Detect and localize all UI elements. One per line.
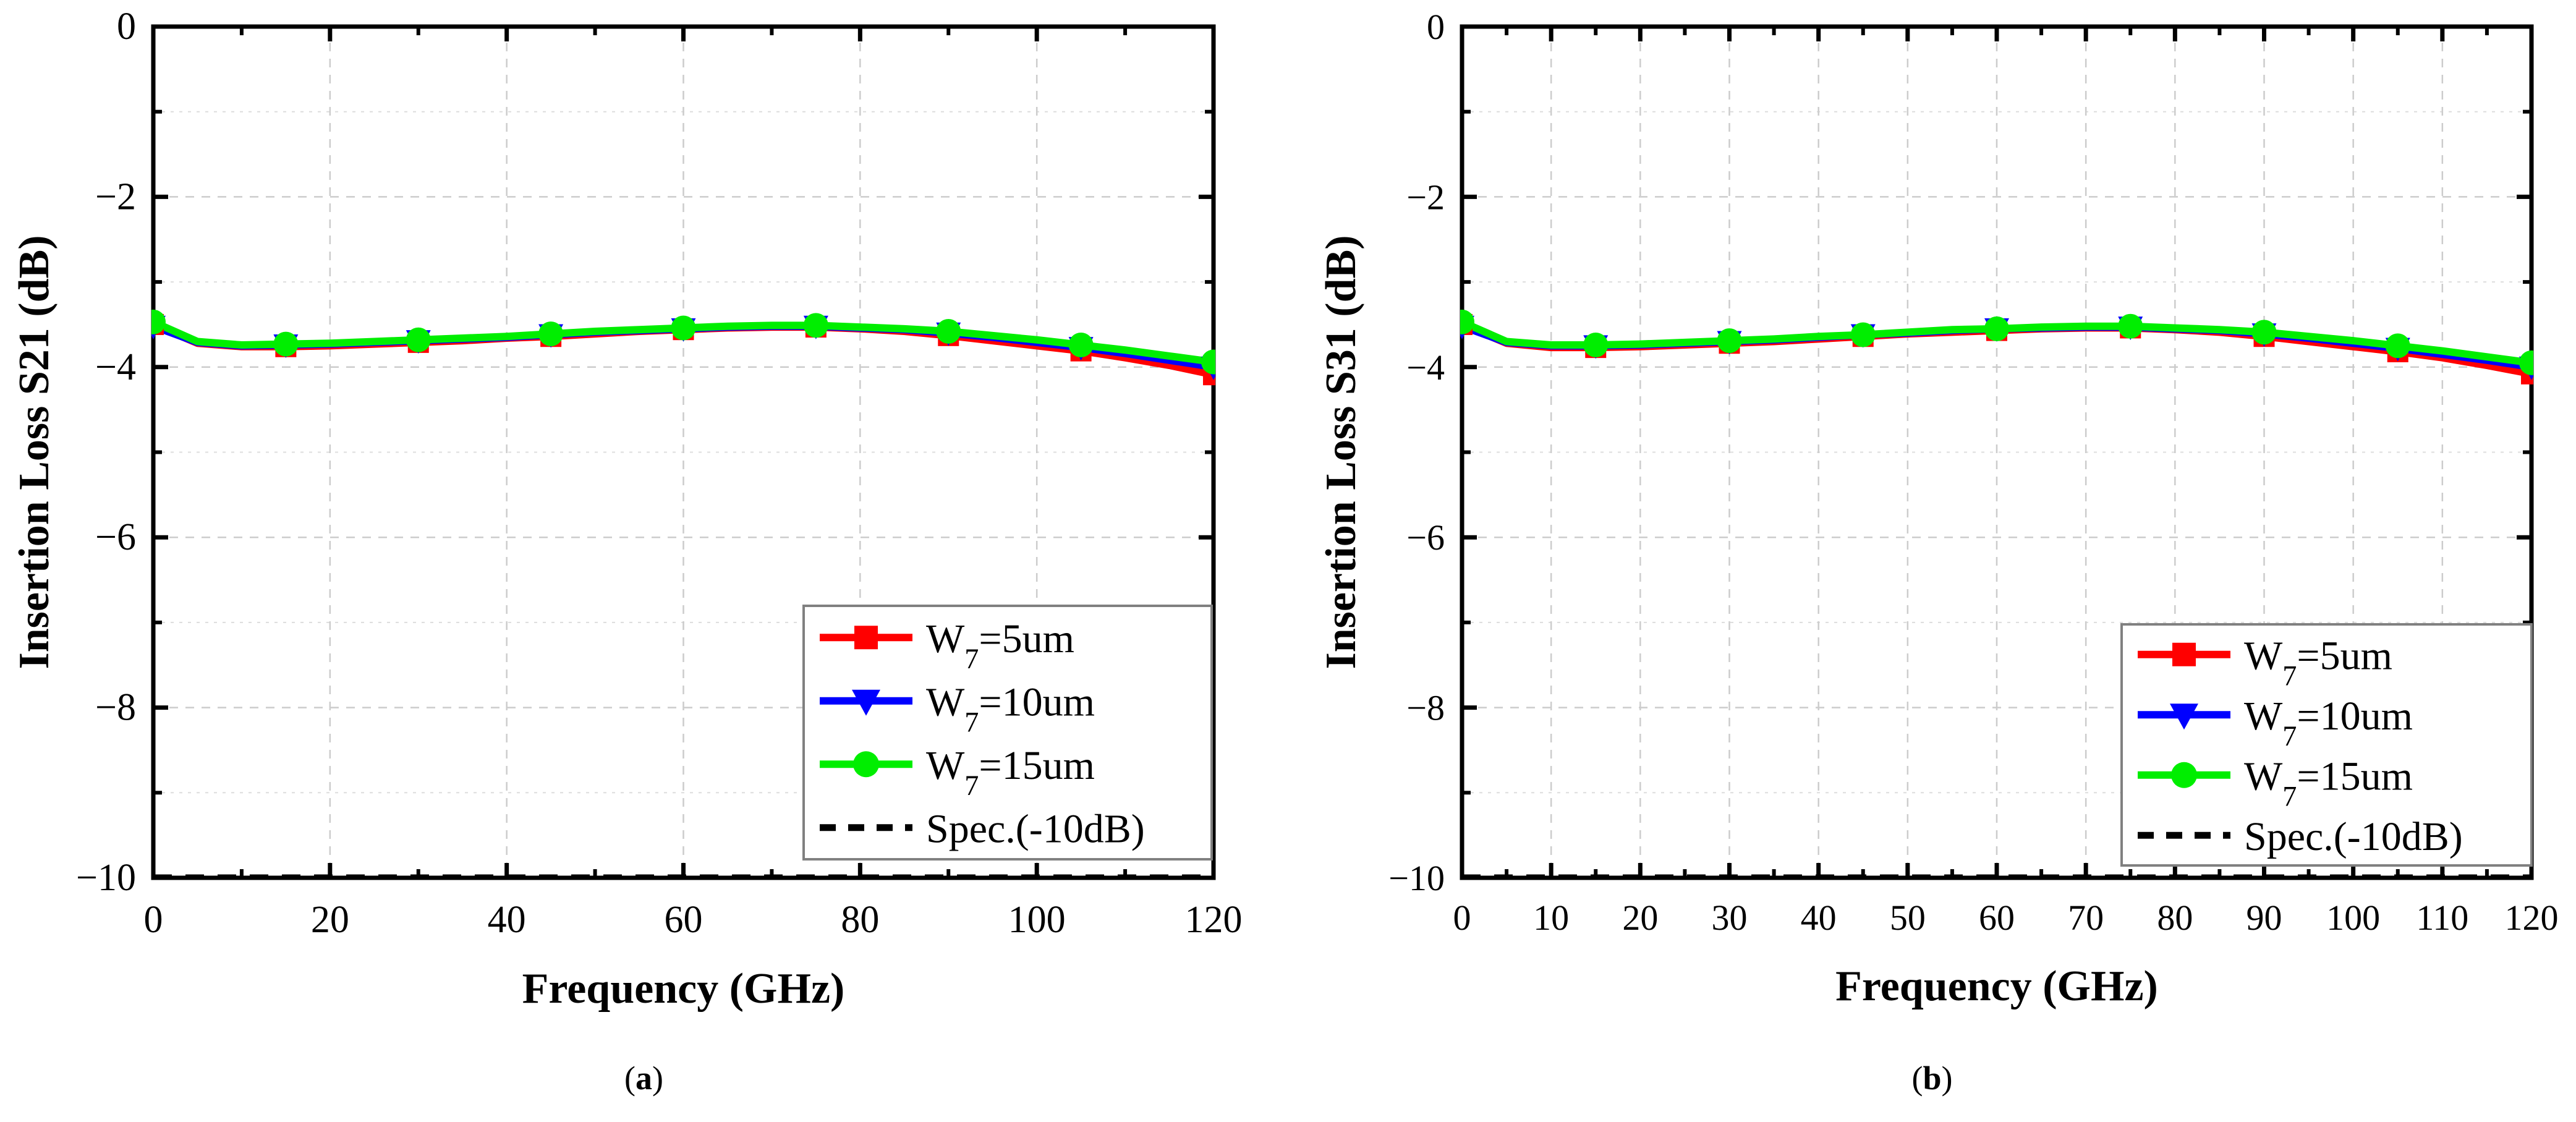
legend-marker-circle <box>853 751 879 778</box>
legend-item[interactable] <box>2138 642 2230 666</box>
marker-circle <box>671 315 696 341</box>
y-tick-label: 0 <box>117 6 136 48</box>
x-axis-title: Frequency (GHz) <box>1835 963 2158 1010</box>
legend-marker-square <box>2172 642 2196 666</box>
data-series-group <box>151 309 1215 880</box>
x-tick-label: 70 <box>2068 898 2104 938</box>
y-tick-label: −10 <box>1388 858 1445 898</box>
x-axis-title: Frequency (GHz) <box>522 965 845 1013</box>
legend-label: W7=15um <box>2244 754 2413 812</box>
x-tick-label: 120 <box>1185 899 1243 941</box>
legend-marker-triangle <box>2170 703 2198 730</box>
x-tick-label: 40 <box>1801 898 1837 938</box>
x-tick-label: 10 <box>1533 898 1569 938</box>
y-axis-title: Insertion Loss S21 (dB) <box>11 235 58 669</box>
legend-item[interactable] <box>820 751 912 778</box>
x-tick-label: 60 <box>1979 898 2015 938</box>
panel-b-caption-letter: b <box>1923 1060 1942 1097</box>
panel-a-caption: (a) <box>624 1060 663 1097</box>
legend-item[interactable] <box>2138 703 2230 730</box>
series-markers-2 <box>1460 309 2533 375</box>
legend-label: W7=5um <box>926 616 1074 674</box>
axis-titles: Frequency (GHz) Insertion Loss S21 (dB) <box>11 235 844 1013</box>
marker-circle <box>1583 332 1609 357</box>
marker-circle <box>2385 333 2410 359</box>
y-tick-label: −2 <box>95 176 136 218</box>
legend-label: Spec.(-10dB) <box>2244 814 2463 859</box>
marker-circle <box>273 331 299 357</box>
legend-label: W7=10um <box>2244 694 2413 752</box>
data-series-group <box>1460 309 2533 880</box>
x-tick-label: 100 <box>2326 898 2380 938</box>
legend-label: W7=10um <box>926 680 1095 738</box>
legend-item[interactable] <box>820 626 912 650</box>
x-tick-label: 0 <box>144 899 163 941</box>
y-tick-label: −8 <box>95 687 136 729</box>
marker-circle <box>803 313 828 338</box>
legend-label: W7=5um <box>2244 634 2392 692</box>
y-tick-label: −10 <box>76 857 136 899</box>
x-tick-label: 120 <box>2505 898 2559 938</box>
marker-circle <box>1717 328 1742 354</box>
marker-circle <box>406 327 431 352</box>
chart-panel-a: 0 −2 −4 −6 −8 −10 0 20 40 60 80 100 120 Frequency (GH… <box>11 6 1243 1097</box>
legend-item[interactable] <box>2138 762 2230 788</box>
y-tick-label: −4 <box>95 346 136 388</box>
marker-circle <box>538 321 564 347</box>
marker-circle <box>2251 320 2277 345</box>
marker-circle <box>936 318 961 344</box>
tick-labels: 0−2−4−6−8−100 20 40 60 80 100 120 <box>76 6 1242 941</box>
y-tick-label: −6 <box>1406 517 1445 558</box>
marker-circle <box>1850 322 1876 347</box>
legend-marker-square <box>854 626 878 650</box>
x-tick-label: 0 <box>1453 898 1471 938</box>
axis-ticks <box>1460 24 2534 880</box>
legend-item[interactable] <box>820 689 912 716</box>
x-tick-label: 100 <box>1008 899 1066 941</box>
marker-circle <box>1068 332 1094 357</box>
marker-circle <box>1984 316 2009 341</box>
x-tick-label: 80 <box>841 899 879 941</box>
legend-label: Spec.(-10dB) <box>926 807 1145 852</box>
y-tick-label: −8 <box>1406 688 1445 728</box>
y-tick-label: −4 <box>1406 347 1445 388</box>
panel-a-caption-letter: a <box>635 1060 652 1097</box>
y-tick-label: −6 <box>95 516 136 558</box>
x-tick-label: 80 <box>2157 898 2193 938</box>
x-tick-label: 20 <box>1622 898 1658 938</box>
legend-marker-triangle <box>852 689 880 716</box>
x-tick-label: 60 <box>665 899 703 941</box>
y-tick-label: 0 <box>1427 7 1445 47</box>
tick-labels: 0−2−4−6−8−100 10 20 30 40 50 60 70 80 90 100 110 120 <box>1388 7 2558 938</box>
marker-circle <box>2118 313 2143 339</box>
x-tick-label: 50 <box>1890 898 1926 938</box>
insertion-loss-s31-chart: 0−2−4−6−8−100 10 20 30 40 50 60 70 80 90 100 110 120… <box>1317 7 2559 1010</box>
x-tick-label: 20 <box>311 899 349 941</box>
marker-circle <box>2519 350 2533 375</box>
x-tick-label: 110 <box>2416 898 2468 938</box>
panel-b-caption: (b) <box>1911 1060 1953 1097</box>
series-markers-2 <box>151 309 1215 375</box>
marker-circle <box>1201 349 1215 375</box>
chart-panel-b: 0 −2 −4 −6 −8 −10 0 10 20 30 40 50 60 70 80 90 100 110 120… <box>1288 0 2576 1122</box>
y-tick-label: −2 <box>1406 177 1445 217</box>
x-tick-label: 90 <box>2247 898 2282 938</box>
marker-circle <box>151 309 166 334</box>
y-axis-title: Insertion Loss S31 (dB) <box>1317 235 1365 669</box>
x-tick-label: 40 <box>488 899 526 941</box>
axis-titles: Frequency (GHz) Insertion Loss S31 (dB) <box>1317 235 2158 1010</box>
legend-label: W7=15um <box>926 743 1095 801</box>
x-tick-label: 30 <box>1712 898 1748 938</box>
marker-circle <box>1460 309 1474 334</box>
legend-marker-circle <box>2171 762 2197 788</box>
